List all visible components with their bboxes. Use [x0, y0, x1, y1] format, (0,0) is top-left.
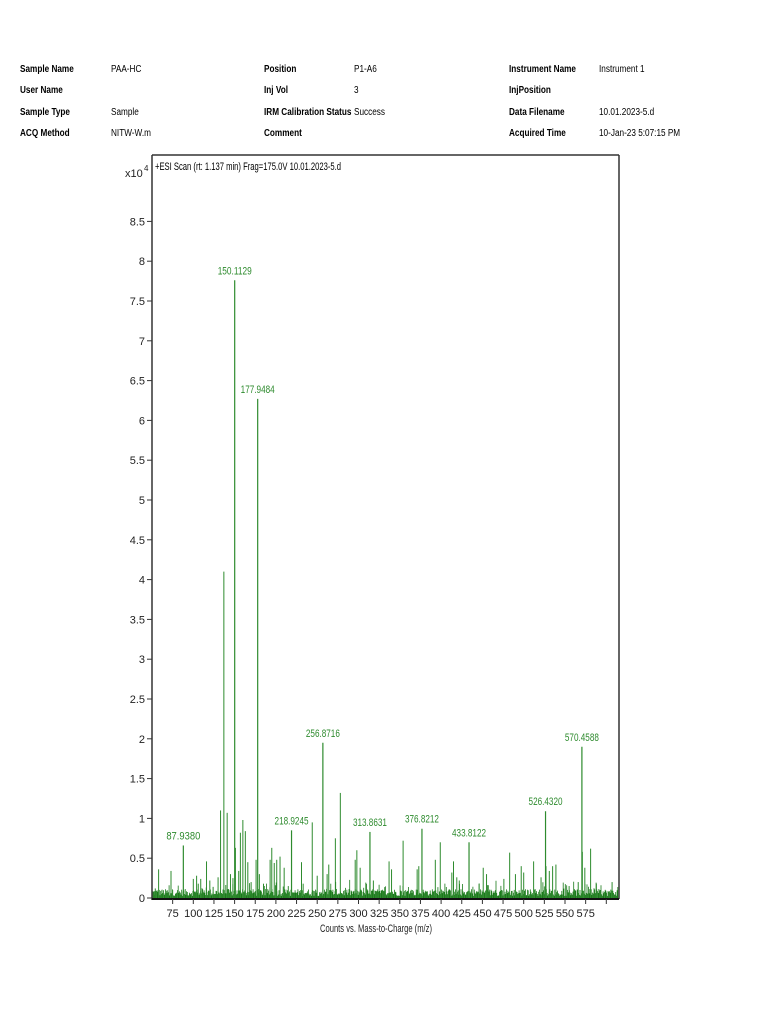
data-filename-value: 10.01.2023-5.d	[599, 107, 655, 118]
sample-type-label: Sample Type	[20, 107, 70, 118]
x-tick-label: 200	[267, 908, 285, 920]
y-tick-label: 1.5	[130, 774, 145, 786]
x-tick-label: 450	[473, 908, 491, 920]
sample-name-label: Sample Name	[20, 64, 74, 75]
y-tick-label: 1	[139, 813, 145, 825]
y-tick-label: 4	[139, 575, 145, 587]
y-tick-label: 7.5	[130, 296, 145, 308]
y-tick-label: 6	[139, 415, 145, 427]
x-tick-label: 550	[556, 908, 574, 920]
x-tick-label: 525	[535, 908, 553, 920]
instrument-name-label: Instrument Name	[509, 64, 576, 75]
chart-title: +ESI Scan (rt: 1.137 min) Frag=175.0V 10…	[155, 161, 341, 173]
y-tick-label: 7	[139, 336, 145, 348]
peak-label: 570.4588	[565, 732, 599, 744]
x-tick-label: 425	[453, 908, 471, 920]
y-tick-label: 0.5	[130, 853, 145, 865]
acquired-time-label: Acquired Time	[509, 128, 566, 139]
x-axis-label: Counts vs. Mass-to-Charge (m/z)	[320, 923, 432, 935]
y-tick-label: 5.5	[130, 455, 145, 467]
irm-calibration-status-value: Success	[354, 107, 385, 118]
comment-label: Comment	[264, 128, 302, 139]
y-tick-label: 8.5	[130, 216, 145, 228]
peak-label: 313.8631	[353, 817, 387, 829]
peak-label: 150.1129	[218, 265, 252, 277]
user-name-label: User Name	[20, 85, 63, 96]
inj-vol-label: Inj Vol	[264, 85, 288, 96]
y-multiplier: x10	[125, 168, 143, 180]
position-value: P1-A6	[354, 64, 377, 75]
irm-calibration-status-label: IRM Calibration Status	[264, 107, 352, 118]
inj-vol-value: 3	[354, 85, 359, 96]
baseline-noise	[152, 879, 619, 898]
position-label: Position	[264, 64, 297, 75]
peak-label: 433.8122	[452, 827, 486, 839]
spectrum-peaks	[154, 280, 613, 898]
plot-frame	[152, 154, 620, 899]
peak-label: 256.8716	[306, 728, 340, 740]
x-tick-label: 400	[432, 908, 450, 920]
acq-method-value: NITW-W.m	[111, 128, 151, 139]
y-tick-label: 5	[139, 495, 145, 507]
sample-type-value: Sample	[111, 107, 139, 118]
peak-label: 177.9484	[241, 384, 275, 396]
y-tick-label: 8	[139, 256, 145, 268]
acq-method-label: ACQ Method	[20, 128, 70, 139]
x-tick-label: 125	[205, 908, 223, 920]
y-tick-label: 4.5	[130, 535, 145, 547]
peak-label: 87.9380	[166, 830, 200, 842]
x-tick-label: 150	[225, 908, 243, 920]
y-exponent: 4	[144, 164, 149, 173]
peak-label: 376.8212	[405, 814, 439, 826]
sample-name-value: PAA-HC	[111, 64, 142, 75]
y-tick-label: 0	[139, 893, 145, 905]
y-tick-label: 3.5	[130, 614, 145, 626]
acquired-time-value: 10-Jan-23 5:07:15 PM	[599, 128, 681, 139]
peak-labels: 87.9380 150.1129 177.9484 218.9245 256.8716 3…	[166, 265, 599, 842]
y-tick-label: 3	[139, 654, 145, 666]
x-tick-label: 350	[391, 908, 409, 920]
x-tick-label: 250	[308, 908, 326, 920]
y-tick-label: 2.5	[130, 694, 145, 706]
x-tick-label: 375	[411, 908, 429, 920]
peak-label: 218.9245	[275, 815, 309, 827]
y-tick-label: 2	[139, 734, 145, 746]
y-tick-label: 6.5	[130, 376, 145, 388]
x-tick-label: 475	[494, 908, 512, 920]
x-tick-label: 100	[184, 908, 202, 920]
data-filename-label: Data Filename	[509, 107, 565, 118]
x-tick-label: 75	[167, 908, 179, 920]
axes	[151, 155, 619, 900]
instrument-name-value: Instrument 1	[599, 64, 645, 75]
x-tick-label: 300	[349, 908, 367, 920]
y-axis-ticks: 0 0.5 1 1.5 2 2.5 3 3.5 4 4.5 5 5.5 6 6.5 7 7.5 8 8.5	[130, 216, 152, 905]
inj-position-label: InjPosition	[509, 85, 551, 96]
x-tick-label: 175	[246, 908, 264, 920]
peak-label: 526.4320	[529, 796, 563, 808]
x-tick-label: 575	[576, 908, 594, 920]
x-tick-label: 325	[370, 908, 388, 920]
x-tick-label: 225	[287, 908, 305, 920]
x-tick-label: 500	[515, 908, 533, 920]
x-tick-label: 275	[329, 908, 347, 920]
x-axis-ticks: 75 100 125 150 175 200 225 250 275 300 325 350 375 40…	[167, 899, 607, 920]
